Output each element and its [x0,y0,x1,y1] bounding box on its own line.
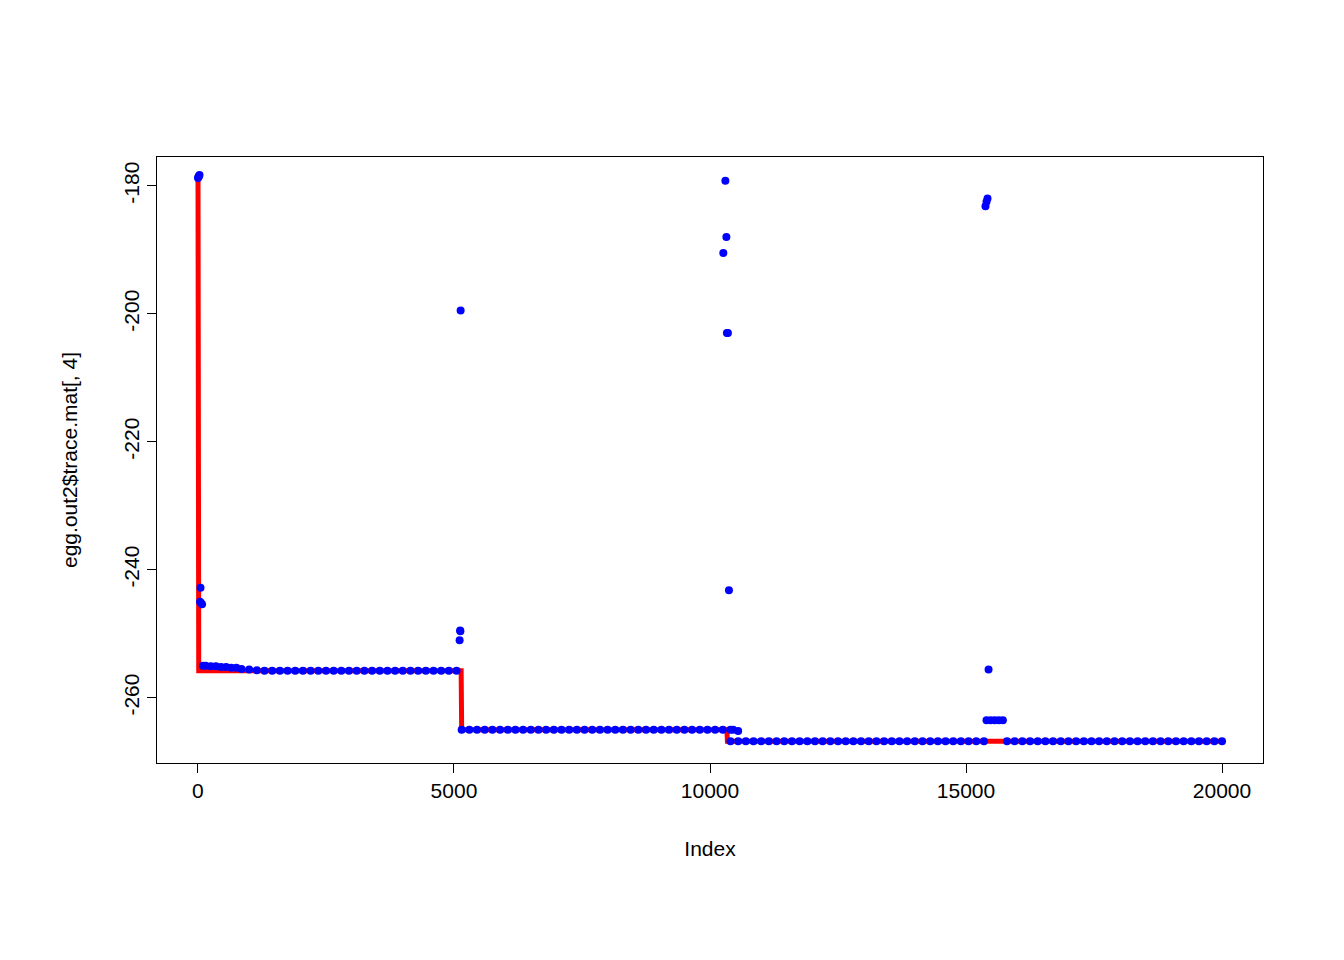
svg-text:15000: 15000 [937,779,995,802]
svg-text:0: 0 [192,779,204,802]
svg-text:10000: 10000 [681,779,739,802]
svg-text:-260: -260 [120,674,143,716]
svg-text:egg.out2$trace.mat[, 4]: egg.out2$trace.mat[, 4] [58,352,81,568]
svg-text:5000: 5000 [431,779,478,802]
svg-text:-240: -240 [120,546,143,588]
svg-text:-200: -200 [120,290,143,332]
svg-text:20000: 20000 [1193,779,1251,802]
svg-text:Index: Index [684,837,736,860]
svg-text:-180: -180 [120,162,143,204]
svg-text:-220: -220 [120,418,143,460]
